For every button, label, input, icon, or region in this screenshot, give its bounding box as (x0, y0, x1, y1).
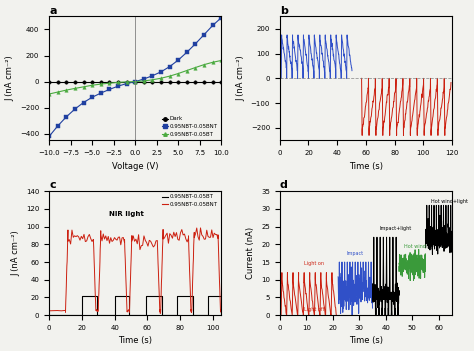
Text: b: b (280, 6, 288, 15)
Y-axis label: Current (nA): Current (nA) (246, 227, 255, 279)
Text: NIR light: NIR light (109, 211, 144, 217)
Text: d: d (280, 180, 288, 190)
Text: c: c (49, 180, 56, 190)
X-axis label: Time (s): Time (s) (118, 337, 152, 345)
X-axis label: Voltage (V): Voltage (V) (112, 162, 158, 171)
Text: Light on: Light on (304, 261, 324, 266)
X-axis label: Time (s): Time (s) (349, 162, 383, 171)
Text: Hot wind: Hot wind (404, 244, 426, 249)
Text: Impact+light: Impact+light (379, 226, 411, 231)
Text: Light off: Light off (304, 307, 324, 312)
X-axis label: Time (s): Time (s) (349, 337, 383, 345)
Text: Impact: Impact (346, 251, 363, 256)
Text: Hot wind+light: Hot wind+light (431, 199, 468, 204)
Y-axis label: J (nA cm⁻²): J (nA cm⁻²) (11, 230, 20, 276)
Y-axis label: J (nA cm⁻²): J (nA cm⁻²) (236, 55, 245, 101)
Legend: 0.95NBT-0.05BT, 0.95NBT-0.05BNT: 0.95NBT-0.05BT, 0.95NBT-0.05BNT (161, 194, 219, 208)
Y-axis label: J (nA cm⁻²): J (nA cm⁻²) (6, 55, 15, 101)
Text: a: a (49, 6, 56, 15)
Legend: Dark, 0.95NBT-0.05BNT, 0.95NBT-0.05BT: Dark, 0.95NBT-0.05BNT, 0.95NBT-0.05BT (161, 116, 219, 138)
